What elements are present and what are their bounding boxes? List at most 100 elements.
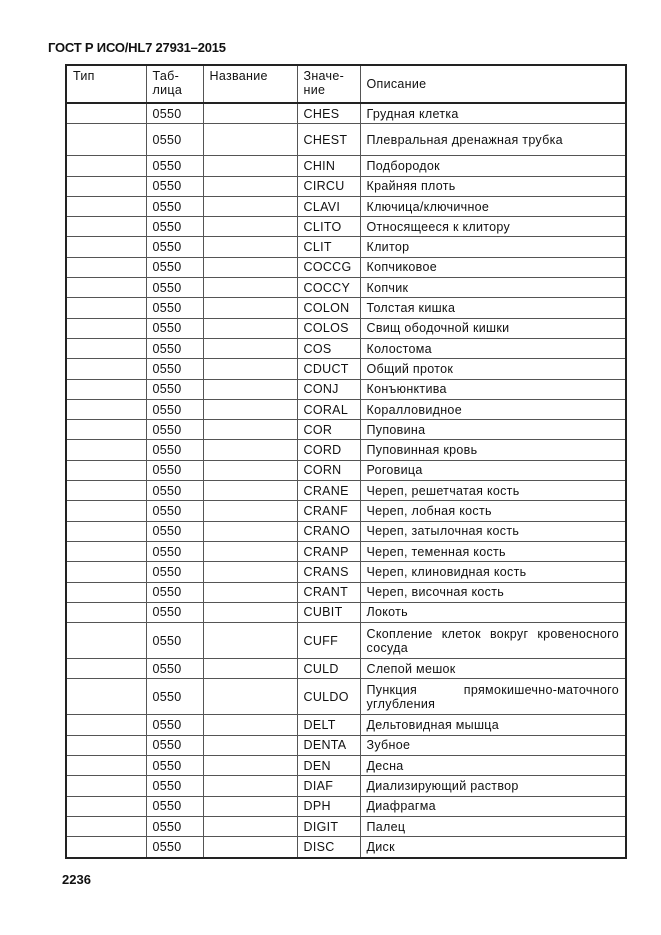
table-row: 0550 DIAF Диализирующий раствор <box>65 775 627 797</box>
description-cell: Свищ ободочной кишки <box>359 317 627 339</box>
value-cell: DISC <box>296 836 361 858</box>
description-cell: Дельтовидная мышца <box>359 714 627 736</box>
name-cell <box>202 581 298 603</box>
name-cell <box>202 439 298 461</box>
table-row: 0550 DIGIT Палец <box>65 815 627 838</box>
value-cell: CORN <box>296 459 361 482</box>
description-cell: Конъюнктива <box>359 378 627 400</box>
name-cell <box>202 561 298 583</box>
table-cell: 0550 <box>145 378 204 400</box>
value-cell: CRANF <box>296 500 361 522</box>
name-cell <box>202 155 298 177</box>
value-cell: DIGIT <box>296 815 361 838</box>
type-cell <box>65 459 147 482</box>
table-cell: 0550 <box>145 601 204 624</box>
table-row: 0550 COLON Толстая кишка <box>65 297 627 319</box>
table-row: 0550 CRANP Череп, теменная кость <box>65 540 627 563</box>
col-header-table-label: Таб-лица <box>152 69 183 97</box>
value-cell: CRANS <box>296 561 361 583</box>
type-cell <box>65 601 147 624</box>
type-cell <box>65 297 147 319</box>
description-cell: Пункция прямокишечно-маточного углублени… <box>359 678 627 716</box>
table-row: 0550 CDUCT Общий проток <box>65 358 627 380</box>
description-cell: Слепой мешок <box>359 658 627 680</box>
name-cell <box>202 337 298 360</box>
document-header: ГОСТ Р ИСО/HL7 27931–2015 <box>48 40 226 55</box>
table-cell: 0550 <box>145 734 204 757</box>
name-cell <box>202 622 298 660</box>
name-cell <box>202 459 298 482</box>
name-cell <box>202 755 298 777</box>
type-cell <box>65 540 147 563</box>
col-header-value-label: Значе-ние <box>303 69 345 97</box>
table-cell: 0550 <box>145 581 204 603</box>
value-cell: CHIN <box>296 155 361 177</box>
table-cell: 0550 <box>145 102 204 125</box>
value-cell: CHES <box>296 102 361 125</box>
table-row: 0550 DPH Диафрагма <box>65 795 627 817</box>
value-cell: COCCY <box>296 277 361 299</box>
value-cell: CUBIT <box>296 601 361 624</box>
type-cell <box>65 195 147 218</box>
table-cell: 0550 <box>145 561 204 583</box>
table-row: 0550 CRANE Череп, решетчатая кость <box>65 480 627 502</box>
table-cell: 0550 <box>145 337 204 360</box>
table-row: 0550 CRANO Череп, затылочная кость <box>65 520 627 542</box>
type-cell <box>65 358 147 380</box>
type-cell <box>65 317 147 339</box>
value-cell: CLITO <box>296 216 361 238</box>
name-cell <box>202 216 298 238</box>
table-cell: 0550 <box>145 317 204 339</box>
type-cell <box>65 480 147 502</box>
table-cell: 0550 <box>145 775 204 797</box>
col-header-table: Таб-лица <box>145 64 204 104</box>
description-cell: Череп, затылочная кость <box>359 520 627 542</box>
description-cell: Колостома <box>359 337 627 360</box>
name-cell <box>202 540 298 563</box>
description-cell: Ключица/ключичное <box>359 195 627 218</box>
table-row: 0550 CLIT Клитор <box>65 236 627 258</box>
type-cell <box>65 337 147 360</box>
value-cell: CORAL <box>296 398 361 421</box>
value-cell: CULD <box>296 658 361 680</box>
type-cell <box>65 775 147 797</box>
description-cell: Локоть <box>359 601 627 624</box>
table-cell: 0550 <box>145 836 204 858</box>
description-cell: Коралловидное <box>359 398 627 421</box>
value-cell: COR <box>296 419 361 441</box>
name-cell <box>202 236 298 258</box>
type-cell <box>65 277 147 299</box>
table-cell: 0550 <box>145 795 204 817</box>
description-cell: Общий проток <box>359 358 627 380</box>
type-cell <box>65 836 147 858</box>
table-row: 0550 COCCG Копчиковое <box>65 256 627 279</box>
description-cell: Пуповинная кровь <box>359 439 627 461</box>
table-cell: 0550 <box>145 175 204 197</box>
value-cell: COS <box>296 337 361 360</box>
table-row: 0550 DEN Десна <box>65 755 627 777</box>
value-cell: COLOS <box>296 317 361 339</box>
table-header-row: Тип Таб-лица Название Значе-ние Описание <box>65 64 627 104</box>
type-cell <box>65 216 147 238</box>
name-cell <box>202 836 298 858</box>
value-cell: CLIT <box>296 236 361 258</box>
value-cell: DEN <box>296 755 361 777</box>
table-cell: 0550 <box>145 480 204 502</box>
description-cell: Подбородок <box>359 155 627 177</box>
table-cell: 0550 <box>145 297 204 319</box>
table-cell: 0550 <box>145 520 204 542</box>
table-cell: 0550 <box>145 439 204 461</box>
table-row: 0550 CHEST Плевральная дренажная трубка <box>65 123 627 157</box>
col-header-type: Тип <box>65 64 147 104</box>
description-cell: Череп, лобная кость <box>359 500 627 522</box>
table-row: 0550 CHES Грудная клетка <box>65 102 627 125</box>
description-cell: Грудная клетка <box>359 102 627 125</box>
name-cell <box>202 297 298 319</box>
table-row: 0550 CONJ Конъюнктива <box>65 378 627 400</box>
table-cell: 0550 <box>145 459 204 482</box>
table-cell: 0550 <box>145 358 204 380</box>
description-cell: Пуповина <box>359 419 627 441</box>
col-header-name: Название <box>202 64 298 104</box>
type-cell <box>65 236 147 258</box>
value-cell: DIAF <box>296 775 361 797</box>
